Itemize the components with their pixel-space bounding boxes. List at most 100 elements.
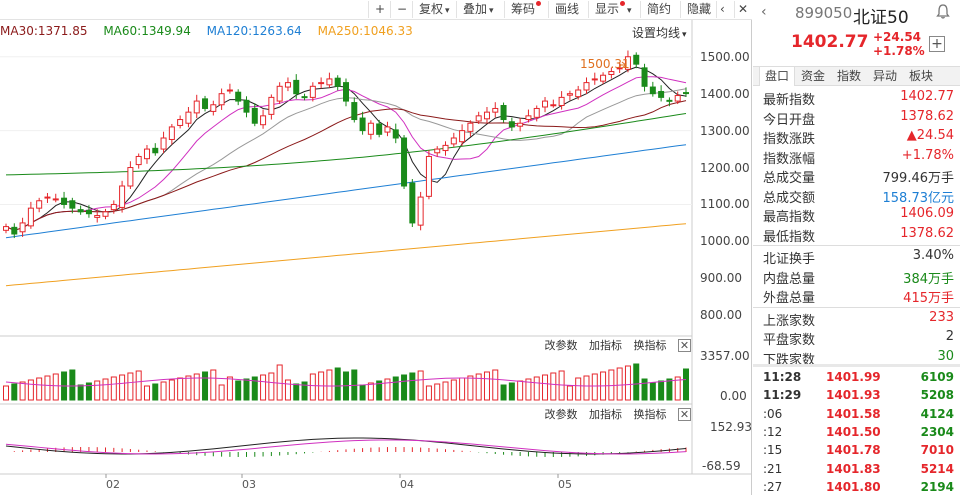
chevron-left-icon[interactable]: ‹ <box>716 1 728 18</box>
candle-body <box>483 111 490 120</box>
volume-bar <box>135 370 142 401</box>
quote-key: 总成交量 <box>763 171 816 186</box>
candle-body <box>467 122 474 132</box>
ma-settings-button[interactable]: 设置均线 ▾ <box>632 24 687 41</box>
xianshi-button[interactable]: 显示 ▾ <box>588 1 638 18</box>
volume-gaicanshu-button[interactable]: 改参数 <box>544 339 578 352</box>
month-label-05: 05 <box>558 478 572 491</box>
caret-down-icon: ▾ <box>489 6 494 16</box>
quote-key: 最低指数 <box>763 229 816 245</box>
volume-toolbar: 改参数 加指标 换指标 ✕ <box>537 337 691 353</box>
macd-close-icon[interactable]: ✕ <box>678 408 691 421</box>
candle-body <box>160 137 167 150</box>
volume-bar <box>417 370 424 401</box>
fuquan-button[interactable]: 复权 ▾ <box>412 1 456 18</box>
kline-chart-area[interactable]: + − 复权 ▾ 叠加 ▾ 筹码 画线 显示 ▾ 简约 隐藏 ‹ ✕ MA30:137… <box>0 0 752 495</box>
chouma-label: 筹码 <box>511 2 536 16</box>
candle-body <box>649 86 656 95</box>
tick-row: :21 1401.83 5214 <box>761 462 954 481</box>
candle-body <box>218 93 225 106</box>
volume-bar <box>401 374 408 401</box>
diejia-button[interactable]: 叠加 ▾ <box>456 1 500 18</box>
quote-panel: ‹ 899050 北证50 1402.77 +24.54 +1.78% + 盘口… <box>753 0 960 495</box>
volume-bar <box>508 382 515 401</box>
quote-value: 30 <box>937 348 954 364</box>
quote-value: 158.73亿元 <box>882 190 955 206</box>
volume-bar <box>69 369 76 401</box>
candle-body <box>666 99 673 102</box>
volume-bar <box>11 383 18 401</box>
candle-body <box>459 130 466 143</box>
candle-body <box>61 197 68 205</box>
volume-huanzhibiao-button[interactable]: 换指标 <box>633 339 667 352</box>
quote-key: 指数涨幅 <box>763 151 816 167</box>
volume-bar <box>3 385 9 401</box>
volume-bar <box>19 381 26 401</box>
month-label-02: 02 <box>106 478 120 491</box>
volume-bar <box>210 369 217 401</box>
close-icon[interactable]: ✕ <box>734 1 751 18</box>
xianshi-label: 显示 <box>595 2 620 16</box>
chouma-button[interactable]: 筹码 <box>504 1 547 18</box>
divider <box>753 306 960 308</box>
tick-volume: 2304 <box>920 424 954 439</box>
macd-max-label: 152.93 <box>710 420 752 434</box>
quote-value: 1378.62 <box>900 108 954 124</box>
volume-bar <box>624 365 631 401</box>
quote-row: 最新指数 1402.77 <box>761 89 954 108</box>
candle-body <box>392 129 399 139</box>
panel-tab-3[interactable]: 异动 <box>872 69 897 83</box>
volume-close-icon[interactable]: ✕ <box>678 339 691 352</box>
huaxian-button[interactable]: 画线 <box>548 1 585 18</box>
volume-bar <box>666 378 673 401</box>
price-tick-label: 1300.00 <box>700 123 750 138</box>
zoom-in-button[interactable]: + <box>368 1 391 18</box>
volume-bar <box>127 372 134 401</box>
quote-row: 外盘总量 415万手 <box>761 287 954 306</box>
add-watchlist-button[interactable]: + <box>929 36 945 52</box>
chevron-left-icon[interactable]: ‹ <box>761 4 767 20</box>
ma60-line <box>5 113 687 176</box>
volume-max-label: 3357.00 <box>700 349 750 363</box>
volume-bar <box>392 376 399 401</box>
macd-toolbar: 改参数 加指标 换指标 ✕ <box>537 406 691 422</box>
panel-tab-1[interactable]: 资金 <box>800 69 825 83</box>
tick-row: 11:29 1401.93 5208 <box>761 388 954 407</box>
quote-row: 总成交额 158.73亿元 <box>761 187 954 206</box>
macd-jiazhibiao-button[interactable]: 加指标 <box>589 408 622 421</box>
quote-key: 上涨家数 <box>763 313 816 329</box>
quote-value: ▲24.54 <box>906 128 954 143</box>
volume-bar <box>566 385 573 401</box>
candle-body <box>326 78 333 86</box>
quote-row: 总成交量 799.46万手 <box>761 167 954 186</box>
panel-tab-2[interactable]: 指数 <box>836 69 861 83</box>
candle-body <box>558 96 565 107</box>
divider <box>753 245 960 246</box>
tick-time: :06 <box>763 406 783 421</box>
tick-volume: 6109 <box>920 370 954 384</box>
yincang-button[interactable]: 隐藏 <box>680 1 717 18</box>
quote-key: 平盘家数 <box>763 333 816 348</box>
ma120-line <box>5 144 687 239</box>
candle-body <box>351 102 358 121</box>
quote-value: 3.40% <box>912 248 954 263</box>
panel-tab-0[interactable]: 盘口 <box>759 67 795 86</box>
candle-body <box>44 196 51 199</box>
macd-gaicanshu-button[interactable]: 改参数 <box>544 408 578 421</box>
candle-body <box>210 104 217 112</box>
volume-bar <box>542 374 549 401</box>
bell-icon[interactable] <box>936 4 952 20</box>
zoom-out-button[interactable]: − <box>390 1 413 18</box>
candle-body <box>102 211 109 217</box>
tick-price: 1401.78 <box>826 443 881 458</box>
jiandai-button[interactable]: 简约 <box>640 1 677 18</box>
last-price: 1402.77 <box>791 32 869 52</box>
high-price-label: 1500.31 <box>580 57 630 71</box>
candle-body <box>525 115 532 121</box>
candle-body <box>542 100 549 108</box>
candle-body <box>508 121 515 128</box>
ma-settings-label: 设置均线 <box>632 26 681 40</box>
panel-tab-4[interactable]: 板块 <box>908 69 933 83</box>
volume-jiazhibiao-button[interactable]: 加指标 <box>589 339 622 352</box>
macd-huanzhibiao-button[interactable]: 换指标 <box>633 408 667 421</box>
